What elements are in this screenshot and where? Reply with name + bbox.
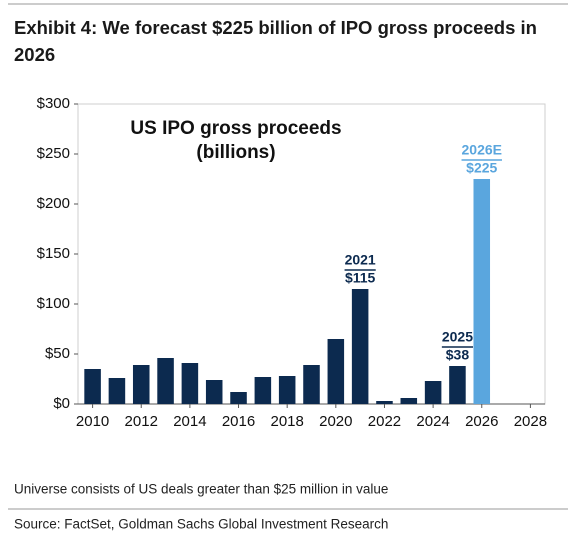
title: Exhibit 4: We forecast $225 billion of I… <box>14 17 537 65</box>
annotation-label: 2021 <box>345 252 376 268</box>
bar <box>473 179 491 404</box>
annotation-value: $38 <box>446 347 470 363</box>
x-tick-label: 2016 <box>222 413 255 430</box>
bar <box>157 358 174 404</box>
y-tick-label: $100 <box>37 295 70 312</box>
bar <box>230 392 247 404</box>
annotation-label: 2026E <box>462 142 502 158</box>
bar <box>205 380 223 404</box>
bar <box>303 365 320 404</box>
bar <box>376 401 393 404</box>
x-tick-label: 2020 <box>319 413 352 430</box>
x-tick-label: 2018 <box>270 413 303 430</box>
y-tick-label: $300 <box>37 95 70 112</box>
x-tick-label: 2012 <box>125 413 158 430</box>
bar <box>351 289 369 404</box>
bar <box>424 381 442 404</box>
annotation-value: $225 <box>466 160 497 176</box>
footnote: Universe consists of US deals greater th… <box>14 482 388 497</box>
annotation-value: $115 <box>345 270 376 286</box>
y-tick-label: $50 <box>45 345 70 362</box>
y-tick-label: $0 <box>53 395 70 412</box>
x-tick-label: 2028 <box>514 413 547 430</box>
bar <box>181 363 199 404</box>
annotation-label: 2025 <box>442 329 473 345</box>
y-tick-label: $200 <box>37 195 70 212</box>
bar <box>108 378 126 404</box>
bar <box>84 369 101 404</box>
bar <box>449 366 466 404</box>
x-tick-label: 2024 <box>416 413 449 430</box>
x-tick-label: 2010 <box>76 413 109 430</box>
x-tick-label: 2014 <box>173 413 206 430</box>
bar <box>327 339 345 404</box>
inner-title: (billions) <box>196 142 275 163</box>
x-tick-label: 2026 <box>465 413 498 430</box>
inner-title: US IPO gross proceeds <box>130 118 341 139</box>
bar <box>278 376 296 404</box>
y-tick-label: $250 <box>37 145 70 162</box>
bar <box>254 377 272 404</box>
y-tick-label: $150 <box>37 245 70 262</box>
bar <box>400 398 418 404</box>
x-tick-label: 2022 <box>368 413 401 430</box>
bar <box>132 365 150 404</box>
source: Source: FactSet, Goldman Sachs Global In… <box>14 517 388 532</box>
